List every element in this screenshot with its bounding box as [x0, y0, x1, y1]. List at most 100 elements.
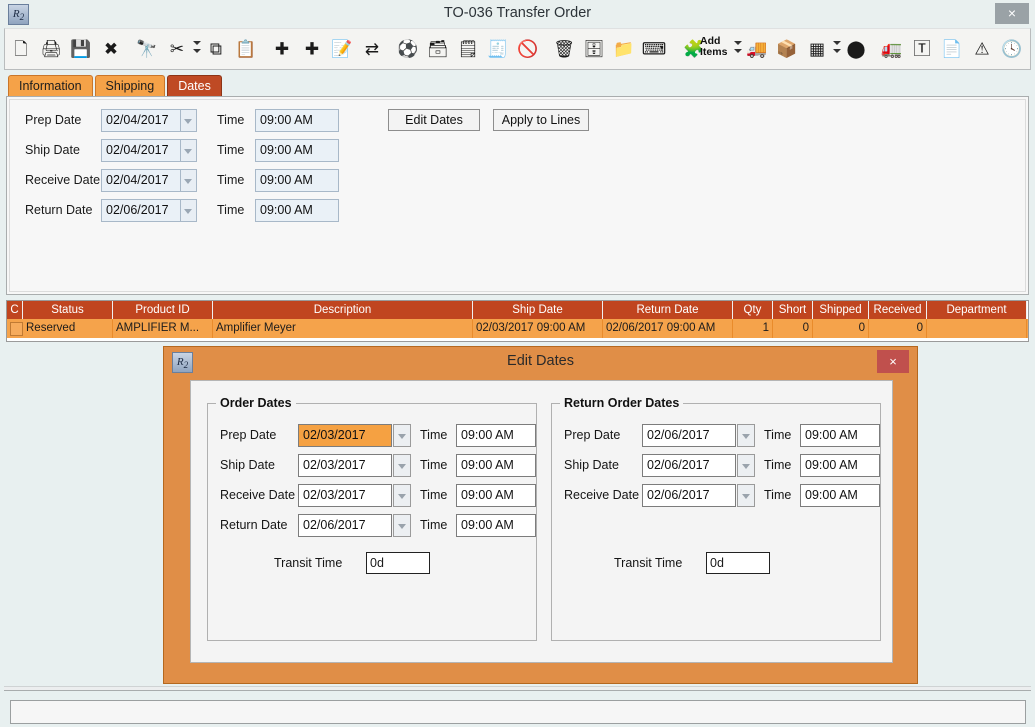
asset-icon[interactable]: 🗃 [427, 39, 449, 59]
dialog-close-button[interactable]: × [877, 350, 909, 373]
grid-cell-status[interactable]: Reserved [23, 319, 113, 338]
tab-dates[interactable]: Dates [167, 75, 222, 97]
date-dropdown-button[interactable] [181, 199, 197, 222]
grid-header-ship_date[interactable]: Ship Date [473, 301, 603, 319]
dialog-date-dropdown-button[interactable] [393, 514, 411, 537]
dialog-time-input[interactable]: 09:00 AM [456, 424, 536, 447]
date-dropdown-button[interactable] [181, 139, 197, 162]
grid-header-department[interactable]: Department [927, 301, 1027, 319]
date-dropdown-button[interactable] [181, 169, 197, 192]
grid-header-return_date[interactable]: Return Date [603, 301, 733, 319]
dialog-date-input[interactable]: 02/06/2017 [642, 424, 736, 447]
dialog-time-input[interactable]: 09:00 AM [800, 454, 880, 477]
text-layout-icon[interactable]: 🅃 [913, 39, 931, 59]
grid-cell-qty[interactable]: 1 [733, 319, 773, 338]
grid-cell-ship_date[interactable]: 02/03/2017 09:00 AM [473, 319, 603, 338]
grid-header-description[interactable]: Description [213, 301, 473, 319]
grid-header-received[interactable]: Received [869, 301, 927, 319]
dialog-date-input[interactable]: 02/03/2017 [298, 484, 392, 507]
history-clock-icon[interactable]: 🕓 [1001, 39, 1023, 59]
grid-cell-department[interactable] [927, 319, 1027, 338]
chevron-down-icon[interactable] [832, 31, 841, 67]
grid-header-product_id[interactable]: Product ID [113, 301, 213, 319]
dialog-date-input[interactable]: 02/06/2017 [642, 454, 736, 477]
grid-header-shipped[interactable]: Shipped [813, 301, 869, 319]
add-items-icon[interactable]: 🧩 Add Items [675, 31, 733, 67]
package-icon[interactable]: 📦 [776, 39, 798, 59]
dialog-time-input[interactable]: 09:00 AM [456, 454, 536, 477]
dialog-time-input[interactable]: 09:00 AM [456, 514, 536, 537]
grid-cell-short[interactable]: 0 [773, 319, 813, 338]
edit-notes-icon[interactable]: 📝 [331, 39, 353, 59]
apply-to-lines-button[interactable]: Apply to Lines [493, 109, 589, 131]
misc-po-icon[interactable]: 🧾 [487, 39, 509, 59]
copy-icon[interactable]: ⧉ [209, 39, 223, 59]
grid-cell-product_id[interactable]: AMPLIFIER M... [113, 319, 213, 338]
grid-cell-description[interactable]: Amplifier Meyer [213, 319, 473, 338]
print-icon[interactable]: 🖨 [40, 39, 62, 59]
refresh-swap-icon[interactable]: ⇄ [364, 39, 380, 59]
grid-cell-return_date[interactable]: 02/06/2017 09:00 AM [603, 319, 733, 338]
delete-doc-icon[interactable]: 🗑 [553, 39, 575, 59]
date-input[interactable]: 02/04/2017 [101, 109, 181, 132]
inventory-balls-icon[interactable]: ⚽ [397, 39, 419, 59]
dialog-date-input[interactable]: 02/03/2017 [298, 454, 392, 477]
edit-dates-button[interactable]: Edit Dates [388, 109, 480, 131]
dialog-time-input[interactable]: 09:00 AM [800, 484, 880, 507]
time-input[interactable]: 09:00 AM [255, 199, 339, 222]
window-close-button[interactable]: × [995, 3, 1029, 24]
file-save-icon[interactable]: 🗄 [583, 39, 605, 59]
dialog-date-dropdown-button[interactable] [393, 484, 411, 507]
cut-scissors-icon[interactable]: ✂ [169, 39, 185, 59]
tab-information[interactable]: Information [8, 75, 93, 97]
return-truck-icon[interactable]: 🚛 [881, 39, 903, 59]
dialog-date-input[interactable]: 02/06/2017 [298, 514, 392, 537]
time-input[interactable]: 09:00 AM [255, 139, 339, 162]
table-row[interactable]: Reserved AMPLIFIER M... Amplifier Meyer 02/… [7, 319, 1028, 338]
delete-icon[interactable]: ✖ [103, 39, 119, 59]
schedule-folder-icon[interactable]: 📁 [613, 39, 635, 59]
find-binoculars-icon[interactable]: 🔭 [136, 39, 158, 59]
void-icon[interactable]: 🚫 [517, 39, 539, 59]
dialog-date-dropdown-button[interactable] [737, 484, 755, 507]
grid-header-status[interactable]: Status [23, 301, 113, 319]
date-input[interactable]: 02/04/2017 [101, 169, 181, 192]
paste-icon[interactable]: 📋 [235, 39, 257, 59]
grid-header-short[interactable]: Short [773, 301, 813, 319]
transfer-doc-icon[interactable]: 🗒 [457, 39, 479, 59]
chevron-down-icon[interactable] [733, 31, 742, 67]
date-dropdown-button[interactable] [181, 109, 197, 132]
checkbox-icon[interactable] [10, 322, 23, 336]
add-line-icon[interactable]: ✚ [304, 39, 320, 59]
grid-header-c[interactable]: C [7, 301, 23, 319]
return-transit-time-field[interactable]: 0d [706, 552, 770, 574]
truck-icon[interactable]: 🚚 [746, 39, 768, 59]
time-input[interactable]: 09:00 AM [255, 169, 339, 192]
tab-shipping[interactable]: Shipping [94, 75, 166, 97]
dialog-time-input[interactable]: 09:00 AM [456, 484, 536, 507]
report-doc-icon[interactable]: 📄 [941, 39, 963, 59]
dialog-time-input[interactable]: 09:00 AM [800, 424, 880, 447]
add-plus-icon[interactable]: ✚ [274, 39, 290, 59]
dialog-date-input[interactable]: 02/06/2017 [642, 484, 736, 507]
row-select-checkbox[interactable] [7, 319, 23, 338]
dialog-date-dropdown-button[interactable] [737, 424, 755, 447]
grid-header-qty[interactable]: Qty [733, 301, 773, 319]
grid-cell-shipped[interactable]: 0 [813, 319, 869, 338]
dialog-date-dropdown-button[interactable] [393, 424, 411, 447]
grid-cell-received[interactable]: 0 [869, 319, 927, 338]
grid-view-icon[interactable]: ▦ [808, 39, 826, 59]
time-input[interactable]: 09:00 AM [255, 109, 339, 132]
save-icon[interactable]: 💾 [70, 39, 92, 59]
date-input[interactable]: 02/04/2017 [101, 139, 181, 162]
order-transit-time-field[interactable]: 0d [366, 552, 430, 574]
dialog-date-dropdown-button[interactable] [737, 454, 755, 477]
keyboard-icon[interactable]: ⌨ [641, 39, 667, 59]
dialog-date-dropdown-button[interactable] [393, 454, 411, 477]
warning-doc-icon[interactable]: ⚠ [974, 39, 990, 59]
dialog-date-input[interactable]: 02/03/2017 [298, 424, 392, 447]
rock-icon[interactable]: ⬤ [846, 39, 866, 59]
new-record-icon[interactable]: 🗋 [14, 39, 28, 59]
chevron-down-icon[interactable] [192, 31, 201, 67]
date-input[interactable]: 02/06/2017 [101, 199, 181, 222]
